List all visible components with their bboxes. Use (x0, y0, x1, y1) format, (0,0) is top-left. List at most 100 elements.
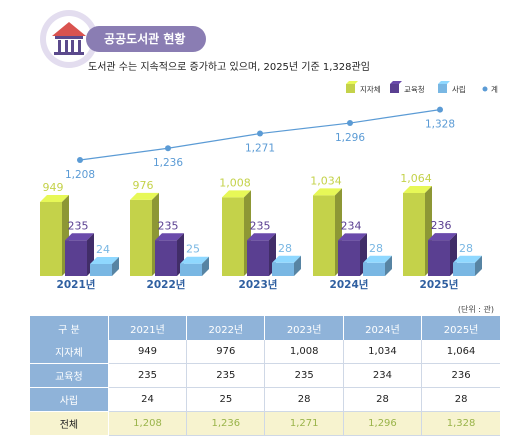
bar (65, 240, 87, 276)
table-header-cell: 2022년 (186, 316, 266, 340)
bar-side (475, 255, 482, 276)
bar-top (247, 233, 276, 241)
table-cell: 1,034 (343, 340, 423, 364)
legend-swatch (482, 86, 488, 92)
unit-note: (단위 : 관) (457, 305, 494, 314)
table-row: 교육청 235 235 235 234 236 (30, 363, 500, 388)
table-row: 지자체 949 976 1,008 1,034 1,064 (30, 340, 500, 364)
bar-value-label: 235 (158, 219, 179, 232)
bar (222, 197, 244, 276)
total-label: 1,271 (245, 143, 275, 155)
row-label: 지자체 (30, 340, 109, 364)
table-cell: 949 (108, 340, 188, 364)
total-point (165, 145, 171, 152)
table-cell: 24 (108, 387, 188, 412)
legend-label: 사립 (452, 85, 466, 94)
bar-top (428, 233, 457, 241)
bar (363, 262, 385, 276)
section-header: 공공도서관 현황 (40, 10, 280, 70)
bar (272, 262, 294, 276)
bar-value-label: 236 (431, 219, 452, 232)
bar (403, 193, 425, 276)
legend-label: 지자체 (360, 84, 381, 94)
bar-top (272, 255, 301, 263)
total-point (257, 130, 263, 137)
bar (338, 240, 360, 276)
legend-label: 계 (491, 84, 498, 94)
bar-side (294, 255, 301, 276)
table-cell: 976 (186, 340, 266, 364)
bar-top (155, 233, 184, 241)
table-header-cell: 2023년 (264, 316, 344, 340)
bar (40, 201, 62, 276)
data-table: 구 분 2021년 2022년 2023년 2024년 2025년 지자체 94… (30, 316, 500, 436)
table-row: 사립 24 25 28 28 28 (30, 387, 500, 412)
bar-value-label: 25 (186, 243, 200, 256)
table-total-row: 전체 1,208 1,236 1,271 1,296 1,328 (30, 411, 500, 436)
legend-swatch (438, 84, 447, 93)
bar-top (403, 186, 432, 194)
legend-swatch-top (390, 81, 402, 84)
bar-value-label: 1,034 (310, 174, 342, 187)
table-header-cell: 2025년 (421, 316, 500, 340)
table-cell: 235 (108, 363, 188, 388)
category-label: 2024년 (330, 278, 369, 291)
table-cell: 25 (186, 387, 266, 412)
bar-value-label: 1,008 (219, 176, 251, 189)
bar-value-label: 1,064 (400, 172, 432, 185)
legend-label: 교육청 (404, 85, 425, 94)
table-cell: 28 (264, 387, 344, 412)
bar-value-label: 949 (43, 181, 64, 194)
table-cell: 234 (343, 363, 423, 388)
bar (130, 199, 152, 276)
category-label: 2022년 (147, 278, 186, 291)
category-label: 2023년 (239, 278, 278, 291)
bar-top (180, 256, 209, 264)
total-point (77, 157, 83, 163)
legend-swatch-top (438, 81, 450, 84)
bar (90, 264, 112, 276)
bar-value-label: 28 (369, 242, 383, 255)
bar-top (363, 255, 392, 263)
section-title: 공공도서관 현황 (86, 26, 206, 52)
table-cell: 1,064 (421, 340, 500, 364)
table-header-row: 구 분 2021년 2022년 2023년 2024년 2025년 (30, 316, 500, 340)
bar (428, 240, 450, 276)
total-label: 1,328 (425, 119, 455, 131)
bar-value-label: 24 (96, 243, 110, 256)
bar-top (90, 257, 119, 264)
table-cell: 28 (421, 387, 500, 412)
bar-side (385, 255, 392, 276)
bar (247, 240, 269, 276)
row-label: 교육청 (30, 363, 109, 388)
bar-top (222, 190, 251, 198)
table-header-cell: 2024년 (343, 316, 423, 340)
bar-top (130, 192, 159, 200)
table-cell: 235 (186, 363, 266, 388)
legend-swatch (346, 84, 355, 93)
row-label: 사립 (30, 387, 109, 412)
row-label: 전체 (30, 411, 109, 436)
table-cell: 1,328 (421, 411, 500, 436)
bar-top (65, 233, 94, 241)
bar-value-label: 235 (68, 219, 89, 232)
bar-top (313, 188, 342, 196)
table-cell: 1,296 (343, 411, 423, 436)
table-cell: 1,208 (108, 411, 188, 436)
table-cell: 235 (264, 363, 344, 388)
bar-value-label: 234 (341, 219, 362, 232)
total-label: 1,296 (335, 132, 365, 144)
bar-side (112, 257, 119, 276)
bar-value-label: 235 (250, 219, 271, 232)
total-label: 1,236 (153, 157, 183, 169)
category-label: 2021년 (57, 278, 96, 291)
bar (313, 195, 335, 276)
table-header-cell: 구 분 (30, 316, 109, 340)
bar-side (202, 256, 209, 276)
section-subtitle: 도서관 수는 지속적으로 증가하고 있으며, 2025년 기준 1,328관임 (88, 62, 370, 73)
bar-value-label: 976 (133, 179, 154, 192)
table-cell: 1,008 (264, 340, 344, 364)
legend-swatch-top (346, 81, 358, 84)
bar-top (338, 233, 367, 241)
bar-value-label: 28 (459, 242, 473, 255)
